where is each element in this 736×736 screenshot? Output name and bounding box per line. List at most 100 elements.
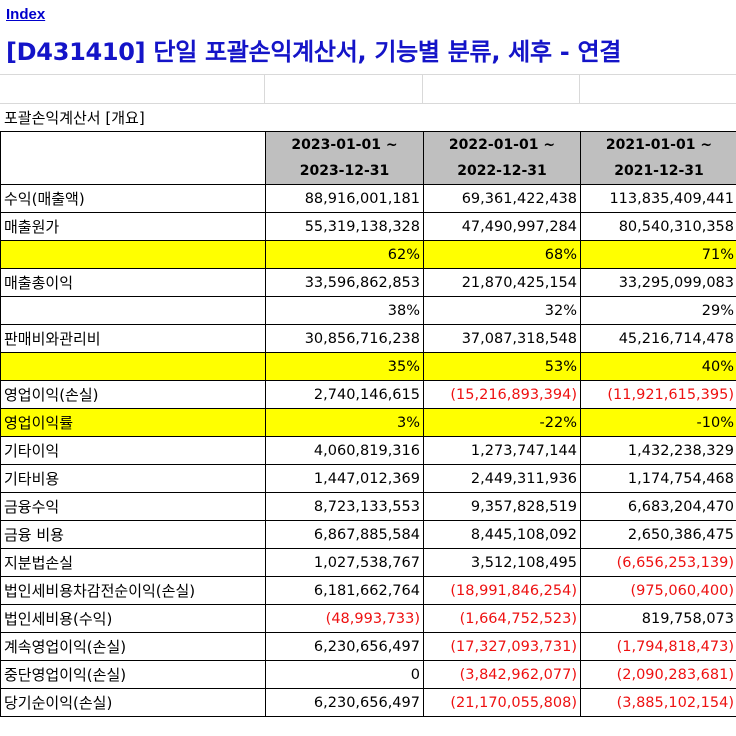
value-cell[interactable]: 33,295,099,083 [580, 268, 736, 297]
value-cell[interactable]: 69,361,422,438 [423, 184, 581, 213]
row-label[interactable]: 법인세비용차감전순이익(손실) [0, 576, 266, 605]
value-cell[interactable]: 40% [580, 352, 736, 381]
value-cell[interactable]: 1,447,012,369 [265, 464, 424, 493]
table-row: 62% 68% 71% [0, 240, 736, 269]
value-cell[interactable]: 2,740,146,615 [265, 380, 424, 409]
value-cell[interactable]: 9,357,828,519 [423, 492, 581, 521]
row-label[interactable] [0, 352, 266, 381]
value-cell[interactable]: 1,432,238,329 [580, 436, 736, 465]
row-label[interactable]: 판매비와관리비 [0, 324, 266, 353]
table-row: 당기순이익(손실) 6,230,656,497 (21,170,055,808) (3… [0, 688, 736, 717]
value-cell[interactable]: 33,596,862,853 [265, 268, 424, 297]
value-cell[interactable]: 6,683,204,470 [580, 492, 736, 521]
value-cell[interactable]: (48,993,733) [265, 604, 424, 633]
table-row: 매출총이익 33,596,862,853 21,870,425,154 33,295,… [0, 268, 736, 297]
value-cell[interactable]: 6,867,885,584 [265, 520, 424, 549]
value-cell[interactable]: 53% [423, 352, 581, 381]
value-cell[interactable]: 37,087,318,548 [423, 324, 581, 353]
table-row: 중단영업이익(손실) 0 (3,842,962,077) (2,090,283,681… [0, 660, 736, 689]
value-cell[interactable]: (18,991,846,254) [423, 576, 581, 605]
row-label[interactable]: 금융수익 [0, 492, 266, 521]
value-cell[interactable]: 62% [265, 240, 424, 269]
value-cell[interactable]: 71% [580, 240, 736, 269]
value-cell[interactable]: 6,181,662,764 [265, 576, 424, 605]
table-row: 38% 32% 29% [0, 296, 736, 325]
table-row: 기타이익 4,060,819,316 1,273,747,144 1,432,238,… [0, 436, 736, 465]
value-cell[interactable]: (11,921,615,395) [580, 380, 736, 409]
row-label[interactable]: 금융 비용 [0, 520, 266, 549]
value-cell[interactable]: 2,449,311,936 [423, 464, 581, 493]
value-cell[interactable]: 29% [580, 296, 736, 325]
value-cell[interactable]: 2,650,386,475 [580, 520, 736, 549]
row-label[interactable]: 수익(매출액) [0, 184, 266, 213]
row-label[interactable]: 당기순이익(손실) [0, 688, 266, 717]
row-label[interactable]: 매출원가 [0, 212, 266, 241]
table-row: 계속영업이익(손실) 6,230,656,497 (17,327,093,731)(… [0, 632, 736, 661]
value-cell[interactable]: 4,060,819,316 [265, 436, 424, 465]
value-cell[interactable]: 819,758,073 [580, 604, 736, 633]
value-cell[interactable]: 1,273,747,144 [423, 436, 581, 465]
index-link[interactable]: Index [6, 6, 46, 23]
value-cell[interactable]: -10% [580, 408, 736, 437]
row-label[interactable]: 법인세비용(수익) [0, 604, 266, 633]
value-cell[interactable]: 8,723,133,553 [265, 492, 424, 521]
value-cell[interactable]: (1,794,818,473) [580, 632, 736, 661]
value-cell[interactable]: (1,664,752,523) [423, 604, 581, 633]
value-cell[interactable]: 38% [265, 296, 424, 325]
value-cell[interactable]: (17,327,093,731) [423, 632, 581, 661]
table-row: 영업이익(손실) 2,740,146,615 (15,216,893,394) (11… [0, 380, 736, 409]
section-label: 포괄손익계산서 [개요] [4, 109, 145, 127]
value-cell[interactable]: 0 [265, 660, 424, 689]
value-cell[interactable]: (3,842,962,077) [423, 660, 581, 689]
row-label[interactable]: 지분법손실 [0, 548, 266, 577]
value-cell[interactable]: 6,230,656,497 [265, 632, 424, 661]
value-cell[interactable]: 3,512,108,495 [423, 548, 581, 577]
row-label[interactable]: 매출총이익 [0, 268, 266, 297]
value-cell[interactable]: 45,216,714,478 [580, 324, 736, 353]
row-label[interactable]: 기타이익 [0, 436, 266, 465]
table-row: 지분법손실 1,027,538,767 3,512,108,495 (6,656,25… [0, 548, 736, 577]
table-row: 법인세비용차감전순이익(손실) 6,181,662,764 (18,991,846,… [0, 576, 736, 605]
value-cell[interactable]: 6,230,656,497 [265, 688, 424, 717]
value-cell[interactable]: 35% [265, 352, 424, 381]
value-cell[interactable]: 8,445,108,092 [423, 520, 581, 549]
value-cell[interactable]: (3,885,102,154) [580, 688, 736, 717]
value-cell[interactable]: 47,490,997,284 [423, 212, 581, 241]
table-row: 35% 53% 40% [0, 352, 736, 381]
row-label[interactable]: 영업이익률 [0, 408, 266, 437]
value-cell[interactable]: (21,170,055,808) [423, 688, 581, 717]
value-cell[interactable]: 1,174,754,468 [580, 464, 736, 493]
value-cell[interactable]: 88,916,001,181 [265, 184, 424, 213]
row-label[interactable]: 영업이익(손실) [0, 380, 266, 409]
period-header-2023: 2023-01-01 ~2023-12-31 [265, 131, 424, 185]
value-cell[interactable]: 55,319,138,328 [265, 212, 424, 241]
value-cell[interactable]: 21,870,425,154 [423, 268, 581, 297]
table-row: 기타비용 1,447,012,369 2,449,311,936 1,174,754,… [0, 464, 736, 493]
row-label[interactable] [0, 240, 266, 269]
row-label[interactable]: 기타비용 [0, 464, 266, 493]
value-cell[interactable]: 30,856,716,238 [265, 324, 424, 353]
table-row: 매출원가 55,319,138,328 47,490,997,284 80,540,3… [0, 212, 736, 241]
header-row: 2023-01-01 ~2023-12-31 2022-01-01 ~2022-… [0, 131, 736, 185]
value-cell[interactable]: (2,090,283,681) [580, 660, 736, 689]
value-cell[interactable]: 68% [423, 240, 581, 269]
header-label-cell [0, 131, 266, 185]
spreadsheet-gridlines [0, 0, 736, 104]
value-cell[interactable]: 80,540,310,358 [580, 212, 736, 241]
value-cell[interactable]: (6,656,253,139) [580, 548, 736, 577]
income-statement-table: 2023-01-01 ~2023-12-31 2022-01-01 ~2022-… [0, 131, 736, 717]
row-label[interactable]: 중단영업이익(손실) [0, 660, 266, 689]
value-cell[interactable]: 1,027,538,767 [265, 548, 424, 577]
row-label[interactable]: 계속영업이익(손실) [0, 632, 266, 661]
sheet-title: [D431410] 단일 포괄손익계산서, 기능별 분류, 세후 - 연결 [6, 38, 622, 66]
table-row: 영업이익률 3% -22% -10% [0, 408, 736, 437]
value-cell[interactable]: 32% [423, 296, 581, 325]
value-cell[interactable]: -22% [423, 408, 581, 437]
value-cell[interactable]: (15,216,893,394) [423, 380, 581, 409]
table-row: 수익(매출액) 88,916,001,181 69,361,422,438 113,8… [0, 184, 736, 213]
table-row: 금융 비용 6,867,885,584 8,445,108,092 2,650,386… [0, 520, 736, 549]
row-label[interactable] [0, 296, 266, 325]
value-cell[interactable]: (975,060,400) [580, 576, 736, 605]
value-cell[interactable]: 3% [265, 408, 424, 437]
value-cell[interactable]: 113,835,409,441 [580, 184, 736, 213]
